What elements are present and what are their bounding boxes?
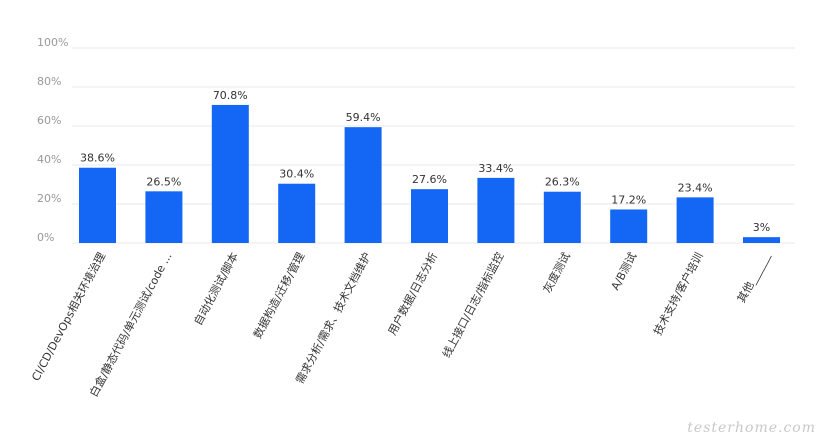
y-tick-label: 60% bbox=[37, 114, 61, 127]
category-label: 技术支持/客户培训 bbox=[650, 250, 705, 338]
category-label: A/B测试 bbox=[609, 250, 640, 292]
y-tick-label: 40% bbox=[37, 153, 61, 166]
y-tick-label: 0% bbox=[37, 231, 54, 244]
y-tick-label: 20% bbox=[37, 192, 61, 205]
bar bbox=[610, 209, 647, 243]
bar bbox=[544, 192, 581, 243]
category-label: 线上接口/日志/指标监控 bbox=[439, 250, 506, 360]
data-label: 38.6% bbox=[80, 152, 115, 165]
category-label: 需求分析/需求、技术文档维护 bbox=[293, 250, 374, 386]
category-label: 其他______ bbox=[735, 250, 773, 305]
watermark: testerhome.com bbox=[687, 420, 816, 436]
bar bbox=[743, 237, 780, 243]
y-tick-label: 80% bbox=[37, 75, 61, 88]
y-tick-label: 100% bbox=[37, 36, 68, 49]
category-label: 自动化测试/脚本 bbox=[191, 250, 241, 328]
data-label: 17.2% bbox=[611, 193, 646, 206]
data-label: 23.4% bbox=[678, 181, 713, 194]
data-label: 26.3% bbox=[545, 176, 580, 189]
data-label: 26.5% bbox=[146, 175, 181, 188]
category-label: 数据构造/迁移/管理 bbox=[250, 250, 307, 341]
bar bbox=[677, 197, 714, 243]
data-label: 27.6% bbox=[412, 173, 447, 186]
data-label: 70.8% bbox=[213, 89, 248, 102]
data-label: 33.4% bbox=[478, 162, 513, 175]
bar bbox=[212, 105, 249, 243]
category-label: 灰度测试 bbox=[540, 250, 573, 295]
bar bbox=[145, 191, 182, 243]
bar bbox=[278, 184, 315, 243]
data-label: 30.4% bbox=[279, 168, 314, 181]
category-label: 用户数据/日志分析 bbox=[385, 250, 440, 338]
bar bbox=[477, 178, 514, 243]
bar bbox=[411, 189, 448, 243]
category-label: CI/CD/DevOps相关环境治理 bbox=[28, 250, 108, 383]
bar bbox=[79, 168, 116, 243]
data-label: 59.4% bbox=[346, 111, 381, 124]
data-label: 3% bbox=[753, 221, 770, 234]
bar bbox=[345, 127, 382, 243]
